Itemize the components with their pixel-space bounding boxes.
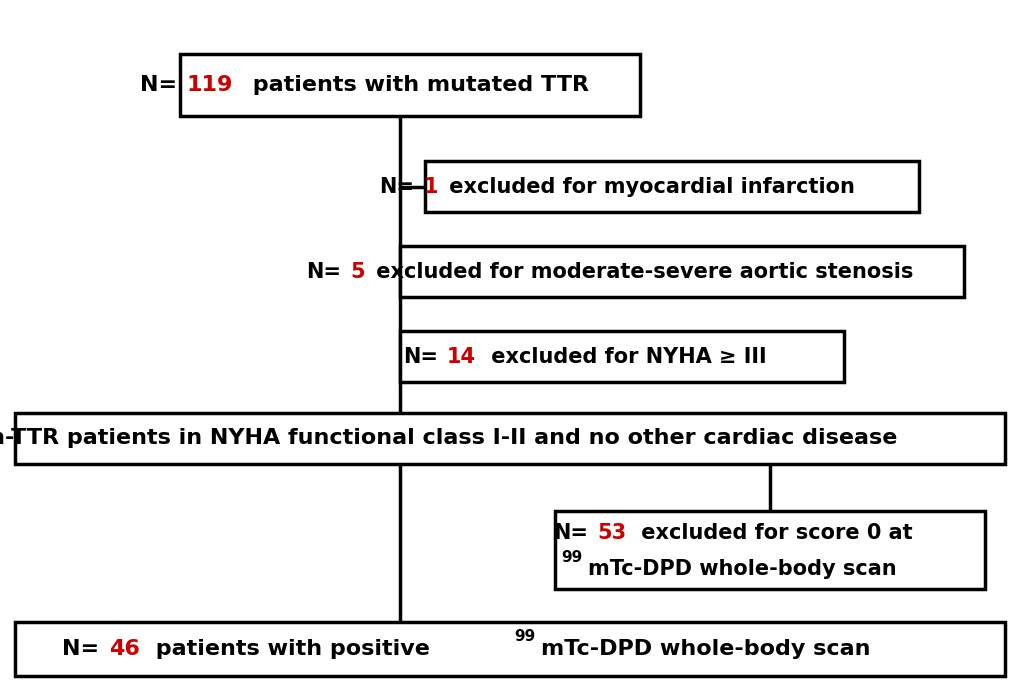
FancyBboxPatch shape <box>180 55 639 116</box>
Text: N=: N= <box>62 639 99 659</box>
FancyBboxPatch shape <box>15 622 1004 676</box>
FancyBboxPatch shape <box>15 413 1004 464</box>
Text: excluded for moderate-severe aortic stenosis: excluded for moderate-severe aortic sten… <box>369 262 913 282</box>
Text: excluded for score 0 at: excluded for score 0 at <box>634 523 912 543</box>
Text: N=: N= <box>403 346 437 367</box>
Text: 119: 119 <box>186 75 232 95</box>
Text: 99: 99 <box>560 550 582 565</box>
Text: 53: 53 <box>597 523 626 543</box>
FancyBboxPatch shape <box>399 331 844 382</box>
Text: excluded for myocardial infarction: excluded for myocardial infarction <box>442 177 854 197</box>
Text: N=: N= <box>140 75 176 95</box>
Text: 46: 46 <box>109 639 140 659</box>
Text: mTc-DPD whole-body scan: mTc-DPD whole-body scan <box>541 639 870 659</box>
Text: mTc-DPD whole-body scan: mTc-DPD whole-body scan <box>588 559 896 579</box>
FancyBboxPatch shape <box>554 511 984 589</box>
Text: N=: N= <box>379 177 414 197</box>
Text: N=: N= <box>552 523 588 543</box>
Text: excluded for NYHA ≥ III: excluded for NYHA ≥ III <box>483 346 765 367</box>
Text: 14: 14 <box>446 346 476 367</box>
Text: N=: N= <box>306 262 341 282</box>
Text: patients with positive: patients with positive <box>148 639 437 659</box>
FancyBboxPatch shape <box>424 161 918 212</box>
FancyBboxPatch shape <box>399 246 963 297</box>
Text: patients with mutated TTR: patients with mutated TTR <box>246 75 589 95</box>
Text: 5: 5 <box>351 262 365 282</box>
Text: m-TTR patients in NYHA functional class I-II and no other cardiac disease: m-TTR patients in NYHA functional class … <box>0 428 897 448</box>
Text: 99: 99 <box>514 629 535 644</box>
Text: 1: 1 <box>424 177 438 197</box>
